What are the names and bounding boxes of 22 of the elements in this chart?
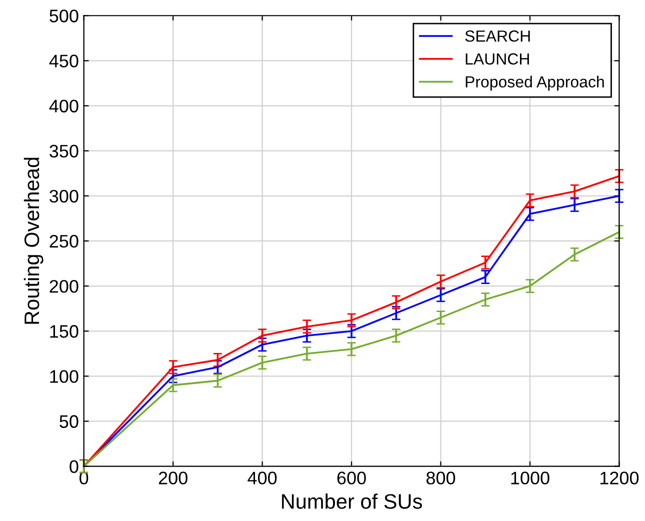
y-axis-title: Routing Overhead: [24, 158, 44, 324]
y-tick-label: 0: [70, 460, 78, 474]
y-tick-label: 500: [50, 10, 78, 22]
x-tick-label: 400: [248, 472, 277, 484]
x-tick-label: 1000: [511, 472, 550, 484]
legend-label: LAUNCH: [466, 53, 529, 65]
legend-label: SEARCH: [465, 30, 530, 42]
x-tick-label: 800: [426, 472, 456, 484]
y-tick-label: 250: [50, 234, 78, 248]
y-tick-label: 150: [50, 325, 78, 338]
y-tick-label: 450: [49, 54, 78, 68]
y-tick-label: 100: [50, 370, 78, 383]
x-tick-label: 200: [158, 472, 188, 484]
x-tick-label: 1200: [600, 472, 639, 484]
legend-label: Proposed Approach: [466, 76, 604, 91]
y-tick-label: 350: [50, 144, 78, 158]
y-tick-label: 300: [50, 190, 78, 203]
x-axis-title: Number of SUs: [282, 494, 422, 509]
y-tick-label: 50: [60, 415, 78, 428]
x-tick-label: 600: [337, 472, 366, 484]
y-tick-label: 200: [50, 280, 78, 293]
y-tick-label: 400: [49, 100, 78, 112]
